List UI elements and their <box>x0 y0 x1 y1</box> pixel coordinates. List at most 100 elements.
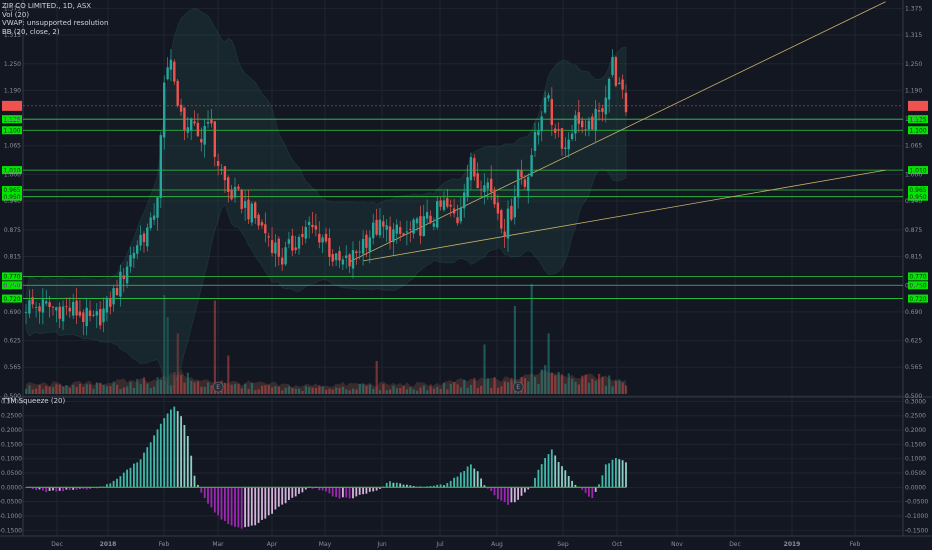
volume-bar <box>85 384 88 394</box>
candle-body <box>405 231 409 233</box>
volume-bar <box>547 333 550 394</box>
volume-bar <box>581 375 584 394</box>
squeeze-bar <box>608 463 610 488</box>
price-tick-right: 0.500 <box>905 393 922 400</box>
level-tag-left: 0.965 <box>3 187 20 194</box>
squeeze-bar <box>72 487 75 490</box>
squeeze-bar <box>338 487 341 499</box>
squeeze-bar <box>193 475 196 488</box>
candle-body <box>378 219 382 236</box>
squeeze-bar <box>375 487 378 491</box>
price-axes[interactable]: 1.375 1.375 1.315 1.315 1.250 1.250 1.190 1.190… <box>0 5 928 534</box>
time-tick: Jun <box>376 541 387 548</box>
squeeze-bar <box>352 487 354 499</box>
squeeze-bar <box>459 472 462 488</box>
candle-body <box>523 179 527 187</box>
candle-body <box>88 310 92 316</box>
squeeze-bar <box>372 487 375 492</box>
volume-bar <box>405 389 409 394</box>
volume-bar <box>439 389 442 394</box>
candle-body <box>422 216 425 237</box>
price-tick-right: 1.375 <box>905 5 922 12</box>
squeeze-bar <box>271 487 273 514</box>
candle-body <box>61 306 65 322</box>
price-tick-right: 0.625 <box>905 338 922 345</box>
squeeze-bar <box>365 487 368 494</box>
squeeze-bar <box>544 458 546 488</box>
volume-bar <box>159 379 162 394</box>
volume-bar <box>277 386 280 394</box>
squeeze-bar <box>274 487 277 510</box>
volume-bar <box>55 384 58 394</box>
candle-body <box>527 176 530 191</box>
last-price-tag-right <box>908 100 928 111</box>
candle-body <box>601 108 604 112</box>
level-tag-right-bg <box>908 186 928 195</box>
volume-bar <box>308 387 311 394</box>
squeeze-tick-left: -0.1500 <box>0 527 22 534</box>
squeeze-title[interactable]: TTM Squeeze (20) <box>2 397 66 405</box>
volume-bar <box>136 379 139 394</box>
time-tick: Nov <box>671 541 683 548</box>
trendlines[interactable] <box>349 1 886 263</box>
candle-body <box>99 309 102 326</box>
volume-bar <box>223 382 227 394</box>
legend-vol[interactable]: Vol (20) <box>2 10 30 19</box>
volume-bar <box>456 384 459 394</box>
squeeze-bar <box>112 480 115 488</box>
price-tick-right: 1.250 <box>905 61 922 68</box>
candle-body <box>72 301 75 316</box>
squeeze-bar <box>446 483 449 488</box>
candle-body <box>173 61 176 82</box>
volume-bar <box>601 376 604 394</box>
candle-body <box>24 312 28 313</box>
legend-bb[interactable]: BB (20, close, 2) <box>2 27 60 36</box>
time-axis[interactable]: Dec 2018 Feb Mar Apr May Jun Jul Aug Sep Oct Nov Dec… <box>51 541 860 548</box>
candle-body <box>510 205 513 220</box>
level-tag-left: 0.950 <box>3 194 20 201</box>
volume-bar <box>449 383 452 394</box>
legend-vwap[interactable]: VWAP: unsupported resolution <box>2 19 109 27</box>
candle-body <box>75 300 78 316</box>
price-tick-left: 1.000 <box>4 172 21 179</box>
volume-bar <box>153 386 156 394</box>
squeeze-bar <box>126 469 128 488</box>
squeeze-bar <box>399 483 402 488</box>
volume-bar <box>126 386 129 394</box>
volume-bar <box>294 388 297 394</box>
squeeze-bar <box>581 487 584 490</box>
candle-body <box>614 57 618 86</box>
volume-bar <box>109 386 112 394</box>
candle-body <box>284 247 287 265</box>
squeeze-bar <box>598 484 600 488</box>
volume-ma-area <box>26 368 626 394</box>
squeeze-bar <box>79 487 81 489</box>
level-tag-right: 0.750 <box>909 282 926 289</box>
candle-body <box>341 259 345 265</box>
candle-body <box>621 79 624 90</box>
squeeze-bar <box>48 487 51 491</box>
volume-bar <box>409 387 412 394</box>
volume-bar <box>584 374 587 394</box>
candle-body <box>287 239 291 244</box>
level-tag-right-bg <box>908 192 928 201</box>
volume-bar <box>345 389 348 394</box>
volume-bar <box>28 385 31 394</box>
candle-body <box>48 302 51 307</box>
symbol-title[interactable]: ZIP CO LIMITED., 1D, ASX <box>2 2 92 10</box>
volume-bar <box>190 380 193 394</box>
volume-bar <box>483 344 486 394</box>
candle-body <box>607 78 611 100</box>
volume-bar <box>183 382 186 394</box>
candle-body <box>594 108 597 131</box>
price-tick-right: 0.690 <box>905 309 922 316</box>
volume-bar <box>284 387 287 394</box>
squeeze-bar <box>604 464 607 488</box>
squeeze-tick-right: -0.0500 <box>905 499 928 506</box>
candle-body <box>270 240 274 253</box>
squeeze-bar <box>106 484 108 488</box>
volume-bar <box>25 388 28 394</box>
candle-body <box>31 297 34 305</box>
